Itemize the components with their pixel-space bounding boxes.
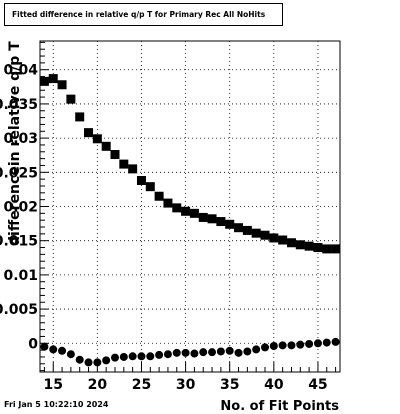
x-tick-label: 45 bbox=[308, 377, 327, 393]
circle-data-point bbox=[322, 338, 331, 347]
circle-data-point bbox=[128, 352, 137, 361]
y-tick-label: 0.04 bbox=[3, 63, 38, 79]
circle-data-point bbox=[313, 339, 322, 348]
x-tick-label: 20 bbox=[88, 377, 108, 393]
square-data-point bbox=[163, 198, 173, 208]
circle-data-point bbox=[146, 352, 155, 361]
square-data-point bbox=[286, 238, 296, 248]
circle-data-point bbox=[331, 337, 340, 346]
circle-data-point bbox=[208, 348, 217, 357]
circle-data-point bbox=[243, 347, 252, 356]
square-data-point bbox=[189, 208, 199, 218]
square-data-point bbox=[269, 233, 279, 243]
square-data-point bbox=[295, 240, 305, 250]
y-tick-label: 0.015 bbox=[0, 234, 38, 250]
square-data-point bbox=[66, 94, 76, 104]
grid bbox=[40, 41, 340, 372]
y-tick-label: 0.03 bbox=[3, 131, 38, 147]
circle-data-point bbox=[155, 350, 164, 359]
circle-data-point bbox=[305, 339, 314, 348]
square-data-point bbox=[110, 150, 120, 160]
square-data-point bbox=[331, 244, 341, 254]
circle-data-point bbox=[102, 356, 111, 365]
circle-data-point bbox=[296, 340, 305, 349]
square-data-point bbox=[39, 76, 49, 86]
circle-data-point bbox=[261, 343, 269, 352]
y-tick-label: 0.005 bbox=[0, 302, 38, 318]
circle-data-point bbox=[49, 345, 58, 354]
circle-data-point bbox=[66, 350, 75, 359]
circle-data-point bbox=[75, 355, 84, 364]
circle-data-point bbox=[111, 353, 119, 362]
square-data-point bbox=[216, 217, 226, 227]
axis-tick-labels: 15 20 25 30 35 40 45 0 0.005 0.01 0.015 0.02 0.025 0.… bbox=[0, 63, 328, 393]
y-tick-label: 0.02 bbox=[3, 200, 38, 216]
circle-data-point bbox=[40, 342, 49, 351]
y-tick-label: 0.01 bbox=[3, 268, 38, 284]
y-tick-label: 0 bbox=[28, 336, 38, 352]
y-axis-label: differencein relative q/p T bbox=[7, 41, 23, 246]
square-data-point bbox=[278, 235, 288, 245]
circle-data-point bbox=[58, 346, 67, 355]
square-data-point bbox=[181, 206, 191, 216]
square-data-point bbox=[313, 243, 323, 253]
square-data-point bbox=[322, 244, 332, 254]
x-tick-label: 30 bbox=[176, 377, 196, 393]
square-data-point bbox=[101, 141, 111, 151]
square-data-point bbox=[154, 191, 164, 201]
square-data-point bbox=[92, 134, 102, 144]
circle-data-point bbox=[269, 342, 278, 351]
circle-data-point bbox=[225, 346, 234, 355]
y-tick-label: 0.025 bbox=[0, 165, 38, 181]
square-data-point bbox=[225, 219, 235, 229]
square-data-point bbox=[84, 128, 94, 138]
timestamp: Fri Jan 5 10:22:10 2024 bbox=[4, 400, 109, 409]
circle-data-point bbox=[181, 348, 190, 357]
circle-data-point bbox=[252, 345, 261, 354]
square-data-point bbox=[119, 159, 129, 169]
square-data-point bbox=[304, 241, 314, 251]
square-data-point bbox=[48, 74, 58, 84]
circle-data-point bbox=[119, 352, 128, 361]
square-data-point bbox=[207, 214, 217, 224]
square-data-point bbox=[251, 228, 261, 238]
circle-data-point bbox=[199, 348, 208, 357]
square-data-point bbox=[128, 164, 138, 174]
circle-data-point bbox=[190, 349, 199, 358]
circle-data-point bbox=[93, 358, 102, 367]
y-tick-label: 0.035 bbox=[0, 97, 38, 113]
circle-data-point bbox=[137, 352, 146, 361]
square-data-point bbox=[198, 212, 208, 222]
x-tick-label: 35 bbox=[220, 377, 239, 393]
square-data-point bbox=[145, 182, 155, 192]
x-tick-label: 40 bbox=[264, 377, 284, 393]
square-data-point bbox=[234, 223, 244, 233]
square-data-point bbox=[172, 203, 182, 213]
square-data-point bbox=[260, 230, 270, 240]
data-markers bbox=[39, 74, 341, 367]
square-data-point bbox=[75, 112, 85, 122]
circle-data-point bbox=[216, 347, 225, 356]
circle-data-point bbox=[163, 350, 172, 359]
circle-data-point bbox=[278, 341, 287, 350]
x-axis-label: No. of Fit Points bbox=[220, 399, 339, 414]
circle-data-point bbox=[234, 348, 243, 357]
circle-data-point bbox=[84, 358, 93, 367]
axis-ticks bbox=[40, 41, 337, 372]
square-data-point bbox=[242, 225, 252, 235]
x-tick-label: 15 bbox=[43, 377, 62, 393]
square-data-point bbox=[57, 80, 67, 90]
x-tick-label: 25 bbox=[132, 377, 151, 393]
chart-title: Fitted difference in relative q/p T for … bbox=[4, 3, 283, 26]
square-data-point bbox=[136, 176, 146, 186]
circle-data-point bbox=[287, 341, 296, 350]
circle-data-point bbox=[172, 348, 181, 357]
